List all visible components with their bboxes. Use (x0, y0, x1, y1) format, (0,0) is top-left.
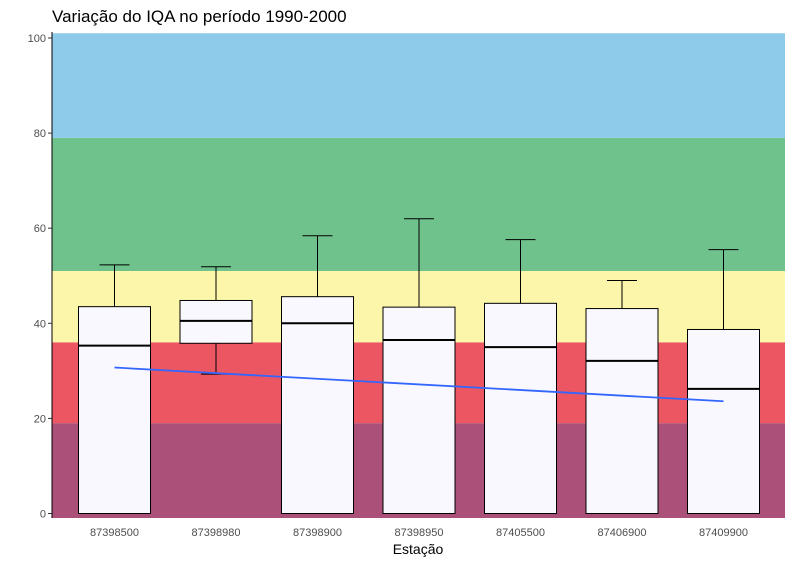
box-87398950 (382, 218, 456, 514)
box-87406900 (585, 280, 659, 515)
trend-line (114, 366, 724, 403)
y-tick-label-0: 0 (40, 509, 46, 521)
x-tick-label-87398980: 87398980 (192, 527, 241, 539)
box-series (78, 218, 760, 515)
x-tick-label-87405500: 87405500 (496, 527, 545, 539)
x-tick-label-87406900: 87406900 (598, 527, 647, 539)
quality-bands (52, 33, 785, 518)
box-87398980 (179, 266, 253, 375)
box-body (78, 306, 151, 514)
box-body (382, 306, 456, 514)
x-tick-label-87409900: 87409900 (699, 527, 748, 539)
y-axis-ticks: 0 20 40 60 80 100 (28, 33, 52, 521)
box-87398900 (281, 235, 354, 514)
trend-line-group (114, 366, 724, 403)
band-4 (52, 33, 785, 138)
y-tick-label-100: 100 (28, 33, 46, 45)
box-87405500 (484, 239, 557, 515)
y-tick-label-20: 20 (34, 413, 46, 425)
y-tick-label-40: 40 (34, 318, 46, 330)
box-87409900 (687, 249, 760, 514)
x-tick-label-87398950: 87398950 (395, 527, 444, 539)
box-body (585, 308, 659, 515)
box-body (484, 302, 557, 515)
x-axis-title: Estação (393, 541, 444, 557)
chart-title: Variação do IQA no período 1990-2000 (52, 7, 347, 26)
box-body (687, 328, 760, 514)
box-87398500 (78, 264, 151, 514)
y-tick-label-60: 60 (34, 223, 46, 235)
x-tick-label-87398500: 87398500 (90, 527, 139, 539)
x-axis-ticks: 87398500 87398980 87398900 87398950 87405500… (90, 527, 748, 539)
y-tick-label-80: 80 (34, 128, 46, 140)
box-body (281, 296, 354, 514)
x-tick-label-87398900: 87398900 (293, 527, 342, 539)
